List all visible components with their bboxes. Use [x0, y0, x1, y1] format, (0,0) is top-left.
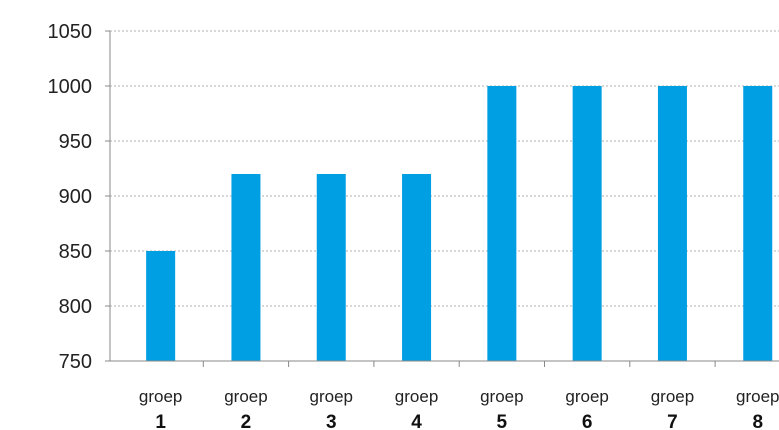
- bar-groep-6: [572, 86, 602, 361]
- y-tick-label-750: 750: [59, 351, 92, 373]
- x-tick-label-word-7: groep: [651, 387, 694, 406]
- y-tick-labels: 750 800 850 900 950 1000 1050: [48, 21, 93, 373]
- bar-groep-5: [487, 86, 517, 361]
- x-tick-label-number-8: 8: [752, 412, 763, 430]
- bar-groep-4: [402, 174, 432, 361]
- y-tick-label-900: 900: [59, 186, 92, 208]
- x-tick-label-number-6: 6: [582, 412, 593, 430]
- x-tick-label-word-2: groep: [224, 387, 267, 406]
- y-tick-label-1050: 1050: [48, 21, 93, 43]
- y-tick-label-850: 850: [59, 241, 92, 263]
- x-tick-label-number-1: 1: [155, 412, 166, 430]
- x-tick-label-word-8: groep: [736, 387, 779, 406]
- bar-groep-1: [146, 251, 176, 361]
- x-tick-label-word-6: groep: [565, 387, 608, 406]
- x-tick-label-word-1: groep: [139, 387, 182, 406]
- y-tick-label-950: 950: [59, 131, 92, 153]
- x-tick-label-number-4: 4: [411, 412, 422, 430]
- x-tick-label-number-2: 2: [241, 412, 252, 430]
- bar-groep-2: [231, 174, 261, 361]
- bar-groep-8: [743, 86, 773, 361]
- x-tick-label-number-5: 5: [497, 412, 508, 430]
- bar-groep-7: [657, 86, 687, 361]
- x-tick-label-number-7: 7: [667, 412, 678, 430]
- bars: [146, 86, 773, 361]
- gridlines: [110, 30, 779, 307]
- x-tick-label-word-5: groep: [480, 387, 523, 406]
- x-tick-label-word-3: groep: [310, 387, 353, 406]
- y-tick-label-1000: 1000: [48, 76, 93, 98]
- x-tick-label-number-3: 3: [326, 412, 337, 430]
- y-tick-label-800: 800: [59, 296, 92, 318]
- x-tick-labels: groep 1 groep 2 groep 3 groep 4 groep 5 groep 6 groe…: [139, 387, 779, 430]
- axes: [105, 30, 779, 367]
- x-tick-label-word-4: groep: [395, 387, 438, 406]
- bar-groep-3: [316, 174, 346, 361]
